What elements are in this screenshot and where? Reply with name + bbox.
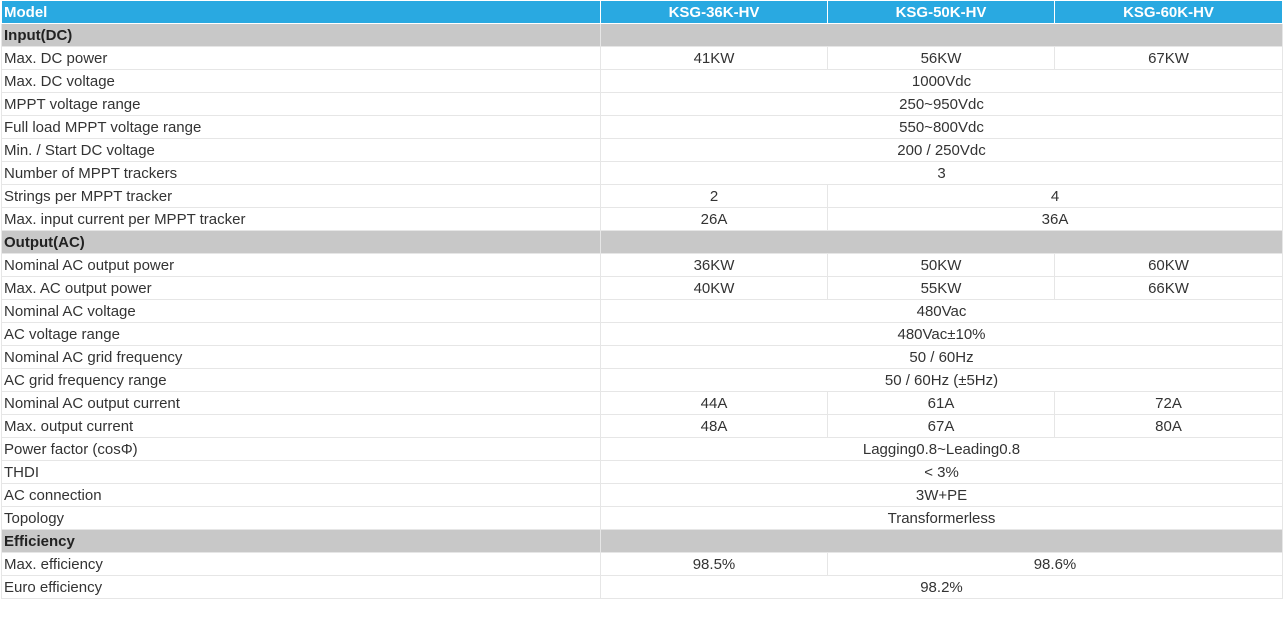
row-value: 61A (827, 391, 1055, 415)
model-name-3: KSG-60K-HV (1054, 0, 1283, 24)
row-value: 44A (600, 391, 828, 415)
row-value: 66KW (1054, 276, 1283, 300)
row-value: 3 (600, 161, 1283, 185)
table-row: Max. output current 48A 67A 80A (1, 414, 1283, 438)
row-value: 40KW (600, 276, 828, 300)
row-label: AC grid frequency range (1, 368, 601, 392)
table-row: Max. efficiency 98.5% 98.6% (1, 552, 1283, 576)
table-row: MPPT voltage range 250~950Vdc (1, 92, 1283, 116)
row-value: 36A (827, 207, 1283, 231)
row-value: 41KW (600, 46, 828, 70)
row-value: < 3% (600, 460, 1283, 484)
table-row: AC voltage range 480Vac±10% (1, 322, 1283, 346)
row-label: Max. input current per MPPT tracker (1, 207, 601, 231)
row-value: 26A (600, 207, 828, 231)
row-value: Transformerless (600, 506, 1283, 530)
row-value: 55KW (827, 276, 1055, 300)
row-value: 72A (1054, 391, 1283, 415)
row-label: Topology (1, 506, 601, 530)
model-header-label: Model (1, 0, 601, 24)
spec-table: Model KSG-36K-HV KSG-50K-HV KSG-60K-HV I… (1, 0, 1283, 599)
row-value: 67KW (1054, 46, 1283, 70)
section-header-row: Input(DC) (1, 23, 1283, 47)
row-label: Min. / Start DC voltage (1, 138, 601, 162)
row-label: MPPT voltage range (1, 92, 601, 116)
row-label: Number of MPPT trackers (1, 161, 601, 185)
row-value: 200 / 250Vdc (600, 138, 1283, 162)
row-value: Lagging0.8~Leading0.8 (600, 437, 1283, 461)
row-label: Nominal AC voltage (1, 299, 601, 323)
table-row: Max. DC voltage 1000Vdc (1, 69, 1283, 93)
section-title: Input(DC) (1, 23, 601, 47)
model-name-2: KSG-50K-HV (827, 0, 1055, 24)
table-row: Max. AC output power 40KW 55KW 66KW (1, 276, 1283, 300)
table-row: Nominal AC output current 44A 61A 72A (1, 391, 1283, 415)
row-value: 2 (600, 184, 828, 208)
row-label: Max. DC voltage (1, 69, 601, 93)
row-label: Full load MPPT voltage range (1, 115, 601, 139)
row-label: Max. output current (1, 414, 601, 438)
row-value: 250~950Vdc (600, 92, 1283, 116)
row-value: 50 / 60Hz (±5Hz) (600, 368, 1283, 392)
section-header-row: Output(AC) (1, 230, 1283, 254)
table-row: Euro efficiency 98.2% (1, 575, 1283, 599)
row-label: Nominal AC grid frequency (1, 345, 601, 369)
table-row: Nominal AC grid frequency 50 / 60Hz (1, 345, 1283, 369)
table-row: Nominal AC voltage 480Vac (1, 299, 1283, 323)
row-label: Max. efficiency (1, 552, 601, 576)
table-row: Full load MPPT voltage range 550~800Vdc (1, 115, 1283, 139)
row-value: 98.6% (827, 552, 1283, 576)
row-label: AC voltage range (1, 322, 601, 346)
model-name-1: KSG-36K-HV (600, 0, 828, 24)
row-value: 48A (600, 414, 828, 438)
row-label: Euro efficiency (1, 575, 601, 599)
table-row: Power factor (cosΦ) Lagging0.8~Leading0.8 (1, 437, 1283, 461)
row-label: AC connection (1, 483, 601, 507)
row-value: 480Vac (600, 299, 1283, 323)
row-value: 67A (827, 414, 1055, 438)
section-fill (600, 230, 1283, 254)
row-value: 80A (1054, 414, 1283, 438)
row-value: 1000Vdc (600, 69, 1283, 93)
row-value: 98.5% (600, 552, 828, 576)
row-value: 56KW (827, 46, 1055, 70)
section-fill (600, 23, 1283, 47)
table-row: AC grid frequency range 50 / 60Hz (±5Hz) (1, 368, 1283, 392)
row-label: Max. AC output power (1, 276, 601, 300)
table-row: Max. input current per MPPT tracker 26A 36… (1, 207, 1283, 231)
table-row: Min. / Start DC voltage 200 / 250Vdc (1, 138, 1283, 162)
row-value: 50KW (827, 253, 1055, 277)
row-label: Nominal AC output current (1, 391, 601, 415)
row-label: THDI (1, 460, 601, 484)
row-label: Nominal AC output power (1, 253, 601, 277)
row-label: Max. DC power (1, 46, 601, 70)
row-value: 480Vac±10% (600, 322, 1283, 346)
table-row: AC connection 3W+PE (1, 483, 1283, 507)
row-value: 50 / 60Hz (600, 345, 1283, 369)
table-row: Number of MPPT trackers 3 (1, 161, 1283, 185)
row-label: Power factor (cosΦ) (1, 437, 601, 461)
section-title: Output(AC) (1, 230, 601, 254)
section-header-row: Efficiency (1, 529, 1283, 553)
row-value: 60KW (1054, 253, 1283, 277)
table-row: Topology Transformerless (1, 506, 1283, 530)
row-label: Strings per MPPT tracker (1, 184, 601, 208)
row-value: 3W+PE (600, 483, 1283, 507)
row-value: 550~800Vdc (600, 115, 1283, 139)
section-title: Efficiency (1, 529, 601, 553)
table-row: THDI < 3% (1, 460, 1283, 484)
table-row: Max. DC power 41KW 56KW 67KW (1, 46, 1283, 70)
table-row: Nominal AC output power 36KW 50KW 60KW (1, 253, 1283, 277)
model-header-row: Model KSG-36K-HV KSG-50K-HV KSG-60K-HV (1, 0, 1283, 24)
spec-table-body: Model KSG-36K-HV KSG-50K-HV KSG-60K-HV I… (1, 0, 1283, 599)
section-fill (600, 529, 1283, 553)
table-row: Strings per MPPT tracker 2 4 (1, 184, 1283, 208)
row-value: 4 (827, 184, 1283, 208)
row-value: 98.2% (600, 575, 1283, 599)
row-value: 36KW (600, 253, 828, 277)
